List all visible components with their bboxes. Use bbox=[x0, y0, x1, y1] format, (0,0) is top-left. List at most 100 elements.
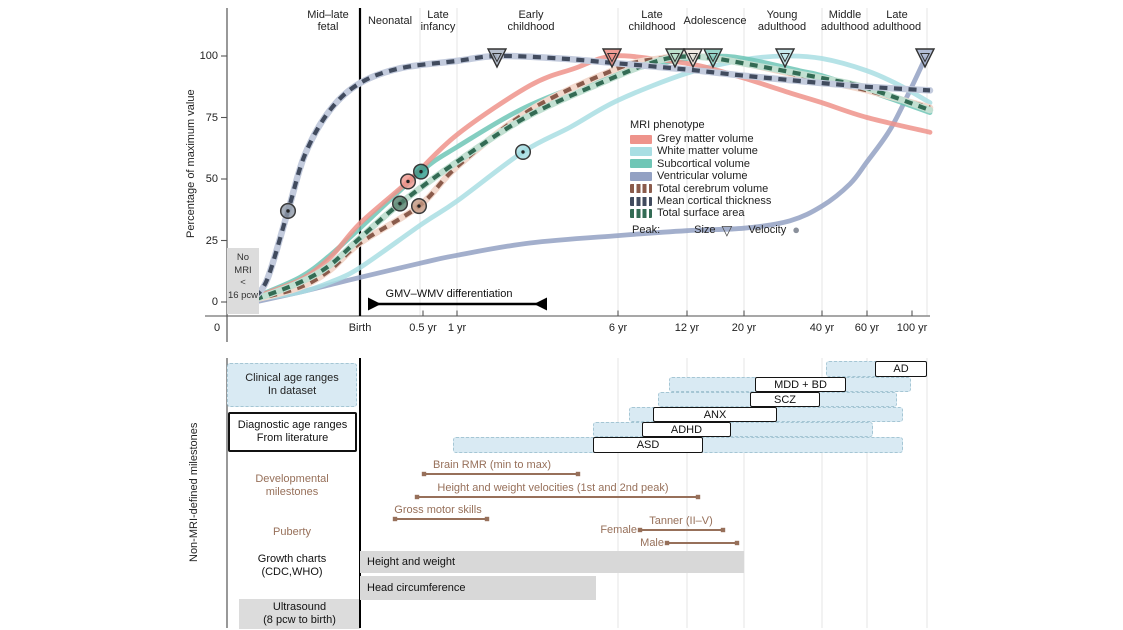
diagnostic-box-scz: SCZ bbox=[750, 392, 820, 407]
x-tick-label: 0.5 yr bbox=[409, 322, 437, 334]
white-matter-volume-size-peak-inner bbox=[779, 53, 791, 63]
legend-item-label: Ventricular volume bbox=[657, 170, 748, 183]
clinical-range-adhd bbox=[593, 422, 873, 437]
ventricular-volume-curve bbox=[252, 56, 928, 305]
epoch-label-late: Late infancy bbox=[420, 9, 456, 33]
milestone-line-endpoint bbox=[421, 471, 427, 477]
dashed-swatch bbox=[630, 184, 652, 194]
milestone-line-endpoint bbox=[392, 516, 398, 522]
total-surface-area-velocity-peak-dot bbox=[398, 201, 402, 206]
milestone-label: Height and weight velocities (1st and 2n… bbox=[437, 482, 669, 494]
legend-title: MRI phenotype bbox=[630, 119, 705, 131]
y-tick-label: 25 bbox=[205, 234, 218, 247]
diagnostic-age-ranges-key: Diagnostic age ranges From literature bbox=[228, 412, 357, 452]
no-mri-note: No MRI < 16 pcw bbox=[227, 248, 259, 314]
epoch-label-early: Early childhood bbox=[507, 9, 555, 33]
legend-item-grey-matter-volume: Grey matter volume bbox=[630, 133, 754, 145]
epoch-label-neonatal: Neonatal bbox=[367, 15, 413, 27]
diagnostic-box-asd: ASD bbox=[593, 437, 703, 453]
legend-item-mean-cortical-thickness: Mean cortical thickness bbox=[630, 195, 771, 207]
solid-swatch bbox=[630, 134, 652, 144]
x-tick-label: 1 yr bbox=[447, 322, 467, 334]
developmental-milestones-label: Developmental milestones bbox=[255, 473, 329, 498]
legend-item-total-cerebrum-volume: Total cerebrum volume bbox=[630, 183, 768, 195]
mean-cortical-thickness-velocity-peak-dot bbox=[286, 209, 290, 213]
puberty-female-line-endpoint bbox=[720, 527, 726, 533]
legend-item-label: Mean cortical thickness bbox=[657, 195, 772, 207]
dashed-swatch bbox=[630, 196, 652, 206]
peak-label: Peak: bbox=[632, 224, 661, 236]
y-tick-label: 50 bbox=[205, 173, 218, 185]
milestone-line-endpoint bbox=[695, 494, 701, 500]
gmv-wmv-differentiation-label: GMV–WMV differentiation bbox=[385, 288, 513, 300]
x-tick-label: Birth bbox=[348, 322, 372, 334]
milestone-label: Gross motor skills bbox=[394, 504, 482, 516]
peak-size-label: Size bbox=[694, 224, 716, 236]
total-cerebrum-volume-curve bbox=[254, 53, 931, 302]
solid-swatch bbox=[630, 146, 652, 156]
milestone-line-endpoint bbox=[575, 471, 581, 477]
grey-matter-volume-velocity-peak-dot bbox=[406, 179, 410, 184]
epoch-label-late: Late adulthood bbox=[872, 9, 922, 33]
x-tick-label: 0 bbox=[213, 322, 221, 334]
puberty-male-line-endpoint bbox=[734, 540, 740, 546]
legend-item-label: White matter volume bbox=[657, 145, 758, 158]
gmv-wmv-arrowhead-left bbox=[368, 297, 381, 311]
puberty-male-line-endpoint bbox=[664, 540, 670, 546]
total-cerebrum-volume-size-peak-inner bbox=[687, 53, 699, 63]
legend-item-total-surface-area: Total surface area bbox=[630, 207, 744, 219]
legend-item-label: Subcortical volume bbox=[657, 157, 750, 170]
milestone-line-endpoint bbox=[414, 494, 420, 500]
milestone-label: Brain RMR (min to max) bbox=[433, 459, 551, 471]
diagnostic-box-adhd: ADHD bbox=[642, 422, 731, 437]
y-axis-label: Percentage of maximum value bbox=[185, 89, 197, 238]
epoch-label-adolescence: Adolescence bbox=[683, 15, 747, 27]
subcortical-volume-curve bbox=[252, 53, 933, 300]
legend-item-white-matter-volume: White matter volume bbox=[630, 145, 758, 157]
grey-matter-volume-size-peak-inner bbox=[606, 53, 618, 63]
diagnostic-box-anx: ANX bbox=[653, 407, 777, 422]
birth-line-bottom bbox=[359, 358, 361, 628]
growth-bar-head-circumference: Head circumference bbox=[360, 576, 596, 600]
y-tick-label: 100 bbox=[199, 50, 218, 62]
x-tick-label: 60 yr bbox=[854, 322, 880, 334]
velocity-peak-dot-icon: ● bbox=[792, 222, 801, 237]
ventricular-volume-size-peak-inner bbox=[919, 53, 931, 63]
puberty-female-line-endpoint bbox=[637, 527, 643, 533]
y-tick-label: 0 bbox=[211, 296, 218, 308]
mean-cortical-thickness-size-peak-inner bbox=[491, 53, 503, 63]
growth-charts-label: Growth charts (CDC,WHO) bbox=[257, 553, 327, 578]
subcortical-volume-velocity-peak-dot bbox=[419, 169, 423, 174]
mean-cortical-thickness-halo bbox=[251, 52, 934, 301]
x-tick-label: 40 yr bbox=[809, 322, 835, 334]
ventricular-volume-size-peak-triangle-icon bbox=[914, 48, 936, 69]
white-matter-volume-curve bbox=[252, 53, 933, 302]
epoch-label-late: Late childhood bbox=[628, 9, 676, 33]
milestone-line-endpoint bbox=[484, 516, 490, 522]
total-cerebrum-volume-halo bbox=[251, 52, 934, 303]
ultrasound-range: Ultrasound (8 pcw to birth) bbox=[239, 599, 360, 629]
x-tick-label: 20 yr bbox=[731, 322, 757, 334]
female-label: Female bbox=[600, 524, 637, 536]
legend-item-label: Total cerebrum volume bbox=[657, 182, 769, 195]
epoch-label-middle: Middle adulthood bbox=[820, 9, 870, 33]
bottom-axis-label: Non-MRI-defined milestones bbox=[188, 422, 200, 562]
legend-peak-row: Peak: Size ▽ Velocity ● bbox=[632, 222, 801, 238]
peak-velocity-label: Velocity bbox=[748, 224, 787, 236]
diagnostic-box-mddbd: MDD + BD bbox=[755, 377, 846, 392]
solid-swatch bbox=[630, 171, 652, 181]
gmv-wmv-arrowhead-right bbox=[534, 297, 547, 311]
size-peak-triangle-icon: ▽ bbox=[721, 222, 733, 238]
grey-matter-volume-curve bbox=[252, 53, 933, 300]
x-tick-label: 100 yr bbox=[896, 322, 928, 334]
male-label: Male bbox=[640, 537, 664, 549]
subcortical-volume-size-peak-inner bbox=[707, 53, 719, 63]
total-cerebrum-volume-velocity-peak-dot bbox=[417, 204, 421, 208]
epoch-label-mid-late: Mid–late fetal bbox=[307, 9, 349, 33]
tanner-label: Tanner (II–V) bbox=[649, 515, 713, 527]
solid-swatch bbox=[630, 159, 652, 169]
x-tick-label: 6 yr bbox=[608, 322, 628, 334]
clinical-age-ranges-key: Clinical age ranges In dataset bbox=[227, 363, 357, 407]
